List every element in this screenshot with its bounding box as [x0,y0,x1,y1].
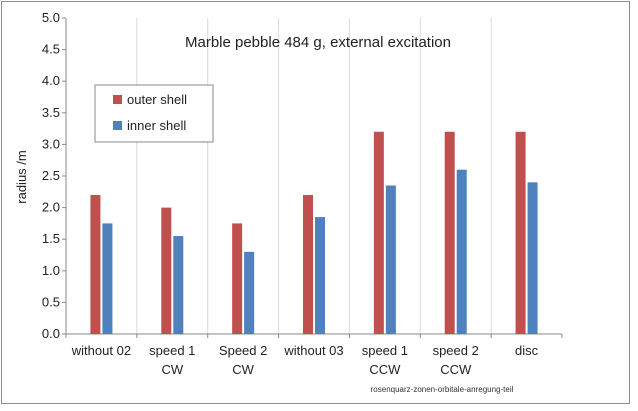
x-tick-label: CCW [369,362,401,377]
y-tick-label: 0.5 [42,294,60,309]
x-tick-label: CW [161,362,183,377]
x-tick-label: speed 1 [149,343,195,358]
y-tick-label: 4.0 [42,73,60,88]
bar-inner-shell-2 [244,251,255,334]
bar-inner-shell-6 [527,182,538,334]
bar-inner-shell-4 [385,185,396,334]
x-tick-labels: without 02 speed 1 CW Speed 2 CW without 03 sp… [71,343,539,377]
bar-inner-shell-5 [456,169,467,334]
bars [90,131,538,334]
axes [62,17,563,338]
grid-lines [136,18,492,334]
bar-outer-shell-1 [161,207,172,334]
x-tick-label: disc [515,343,539,358]
bar-outer-shell-4 [373,131,384,334]
x-tick-label: CCW [440,362,472,377]
bar-outer-shell-2 [232,223,243,334]
bar-inner-shell-3 [315,217,325,334]
y-tick-label: 0.0 [42,326,60,341]
y-tick-labels: 0.0 0.5 1.0 1.5 2.0 2.5 3.0 3.5 4.0 4.5 5.0 [42,10,60,341]
legend-box [94,84,214,143]
y-tick-label: 5.0 [42,10,60,25]
x-tick-label: without 03 [283,343,343,358]
y-tick-label: 1.5 [42,231,60,246]
x-tick-label: Speed 2 [219,343,267,358]
source-annotation: rosenquarz-zonen-orbitale-anregung-teil [371,385,514,394]
x-tick-label: speed 2 [433,343,479,358]
x-tick-label: without 02 [71,343,131,358]
x-tick-label: speed 1 [362,343,408,358]
legend-swatch-outer-shell [113,95,122,104]
y-tick-label: 3.0 [42,136,60,151]
legend-label-inner-shell: inner shell [127,118,186,133]
y-tick-label: 4.5 [42,42,60,57]
y-tick-label: 3.5 [42,105,60,120]
bar-inner-shell-0 [102,223,113,334]
chart-title: Marble pebble 484 g, external excitation [185,34,451,51]
bar-outer-shell-6 [515,131,526,334]
bar-outer-shell-0 [90,194,101,334]
y-axis-label: radius /m [14,150,29,203]
bar-inner-shell-1 [173,236,184,334]
y-tick-label: 1.0 [42,263,60,278]
x-tick-label: CW [232,362,254,377]
bar-outer-shell-5 [444,131,455,334]
legend-label-outer-shell: outer shell [127,92,187,107]
y-tick-label: 2.0 [42,200,60,215]
bar-outer-shell-3 [303,194,313,334]
legend: outer shell inner shell [94,84,214,143]
y-tick-label: 2.5 [42,168,60,183]
legend-swatch-inner-shell [113,121,122,130]
